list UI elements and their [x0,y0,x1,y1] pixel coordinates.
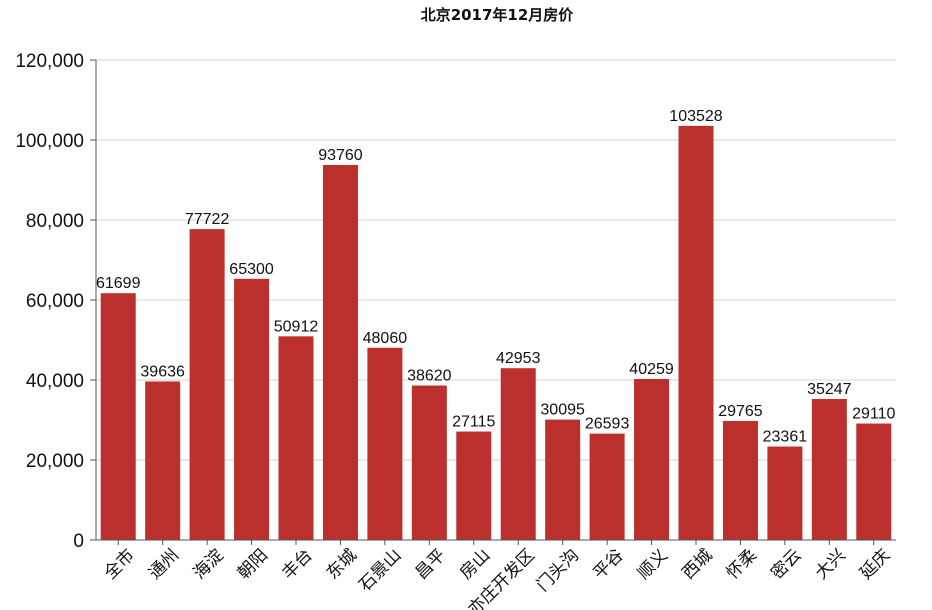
y-axis-tick-labels: 0 20,000 40,000 60,000 80,000 100,000 120,000 [15,51,84,552]
bar [634,378,670,540]
data-label: 39636 [140,363,185,380]
x-tick-label: 延庆 [856,545,894,583]
axes [90,59,896,545]
y-tick-label: 20,000 [26,451,84,472]
data-label: 48060 [363,330,408,347]
bar [811,399,847,540]
bar [545,419,581,540]
x-tick-label: 东城 [323,545,361,583]
gridlines [96,59,896,461]
bar [411,385,447,540]
bar [856,423,892,540]
bar [322,164,358,540]
x-tick-label: 全市 [101,545,139,583]
data-label: 103528 [669,108,722,125]
x-tick-label: 平谷 [589,545,627,583]
data-label: 61699 [96,275,141,292]
data-label: 40259 [629,361,674,378]
data-label: 27115 [452,414,495,431]
y-tick-label: 40,000 [26,371,84,392]
x-tick-label: 大兴 [812,545,850,583]
data-label: 50912 [274,318,319,335]
data-label: 35247 [807,381,852,398]
data-label: 30095 [540,402,585,419]
bar [278,336,314,540]
y-tick-label: 60,000 [26,291,84,312]
bar [678,125,714,540]
data-label: 38620 [407,368,452,385]
chart-title: 北京2017年12月房价 [421,6,575,24]
bar [367,347,403,540]
x-tick-label: 海淀 [189,545,227,583]
data-label: 77722 [185,211,230,228]
x-tick-label: 怀柔 [723,545,761,583]
data-label: 65300 [229,261,274,278]
data-labels: 61699 39636 77722 65300 50912 93760 48060 38620… [96,108,896,446]
y-tick-label: 120,000 [15,51,84,72]
bar [767,446,803,540]
x-axis-tick-labels: 全市 通州 海淀 朝阳 丰台 东城石景山 昌平 房山亦庄开发区门头沟 平谷 顺义 西城 怀柔 密云 大兴延… [101,545,895,610]
x-tick-label: 朝阳 [234,545,272,583]
bar [589,433,625,540]
x-tick-label: 通州 [145,545,183,583]
bar [456,431,492,540]
bar [500,368,536,540]
x-tick-label: 门头沟 [533,545,583,595]
bars [100,125,892,540]
y-tick-label: 80,000 [26,211,84,232]
x-tick-label: 石景山 [355,545,405,595]
bar [145,381,181,540]
bar [234,278,270,540]
x-tick-label: 密云 [767,545,805,583]
bar [722,420,758,540]
bar [100,293,136,540]
data-label: 26593 [585,416,630,433]
data-label: 42953 [496,350,541,367]
x-tick-label: 顺义 [634,545,672,583]
bar [189,229,225,540]
data-label: 23361 [763,429,808,446]
data-label: 29765 [718,403,763,420]
data-label: 29110 [852,406,895,423]
x-tick-label: 西城 [678,545,716,583]
x-tick-label: 房山 [456,545,494,583]
x-tick-label: 丰台 [278,545,316,583]
data-label: 93760 [318,147,363,164]
y-tick-label: 0 [73,531,84,552]
y-tick-label: 100,000 [15,131,84,152]
x-tick-label: 昌平 [412,545,450,583]
